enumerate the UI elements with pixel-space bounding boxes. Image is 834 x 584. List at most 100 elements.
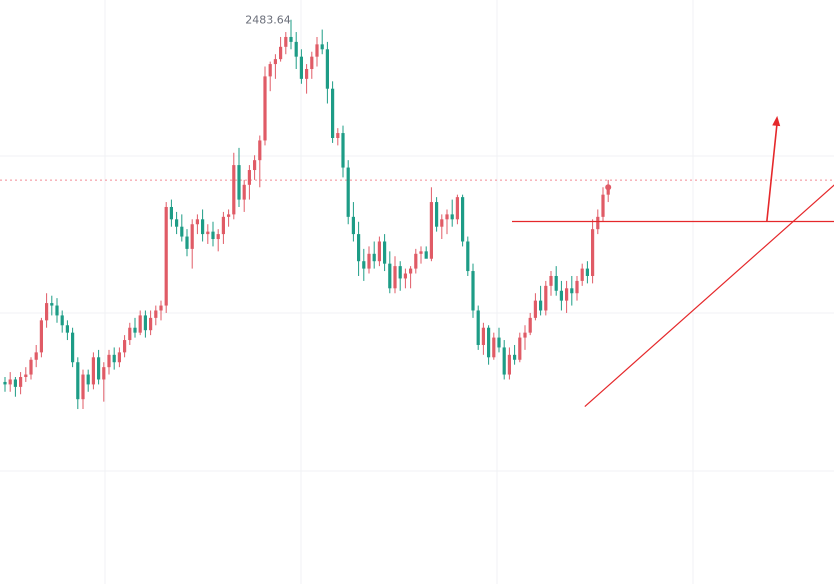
candle-body xyxy=(201,219,205,235)
candle xyxy=(169,199,173,227)
candle xyxy=(211,221,215,247)
candle xyxy=(481,322,485,355)
candle-body xyxy=(45,303,49,321)
candle xyxy=(289,19,293,50)
candle-body xyxy=(268,64,272,77)
candle-body xyxy=(149,317,153,331)
candle xyxy=(383,234,387,272)
candle-body xyxy=(393,266,397,289)
candle-body xyxy=(398,266,402,279)
candle-body xyxy=(65,325,69,333)
candle xyxy=(185,229,189,257)
candle-body xyxy=(320,44,324,50)
candle-body xyxy=(195,219,199,225)
candle-body xyxy=(419,251,423,254)
candle xyxy=(284,32,288,55)
candle xyxy=(528,312,532,336)
candle-body xyxy=(133,327,137,333)
candle xyxy=(102,362,106,402)
candle-body xyxy=(232,165,236,215)
candle-body xyxy=(159,305,163,311)
candle xyxy=(143,310,147,338)
candle xyxy=(34,344,38,368)
candle-body xyxy=(554,275,558,291)
candle-body xyxy=(258,140,262,161)
candle xyxy=(331,81,335,143)
candle-body xyxy=(367,253,371,269)
candle xyxy=(544,280,548,316)
candle-body xyxy=(143,315,147,331)
candle-body xyxy=(55,305,59,316)
candle-body xyxy=(424,251,428,259)
candle-body xyxy=(591,229,595,276)
candle-body xyxy=(117,352,121,363)
candle-body xyxy=(227,214,231,217)
candle xyxy=(409,266,413,289)
candle-body xyxy=(190,224,194,249)
candle xyxy=(242,179,246,212)
candle-body xyxy=(279,46,283,60)
candle xyxy=(97,349,101,385)
candle-body xyxy=(34,352,38,360)
candle xyxy=(346,160,350,225)
candle-body xyxy=(175,219,179,227)
candle xyxy=(403,268,407,289)
candle-body xyxy=(169,206,173,220)
candle-body xyxy=(284,36,288,47)
candle xyxy=(13,377,17,397)
candle-body xyxy=(502,347,506,375)
candle-body xyxy=(533,300,537,318)
candle xyxy=(393,256,397,294)
candle-body xyxy=(497,337,501,348)
candle-body xyxy=(429,202,433,259)
candle-body xyxy=(289,36,293,42)
candle-body xyxy=(8,379,12,385)
candle-body xyxy=(107,354,111,368)
candle-body xyxy=(414,253,418,269)
candle xyxy=(601,187,605,222)
candle xyxy=(325,41,329,104)
candle xyxy=(435,197,439,232)
candle xyxy=(497,327,501,353)
candle xyxy=(388,251,392,294)
candle-body xyxy=(299,56,303,79)
candle xyxy=(606,179,610,203)
candle-body xyxy=(81,374,85,400)
candle-body xyxy=(86,374,90,385)
candle xyxy=(377,236,381,267)
candle-body xyxy=(351,216,355,235)
candle-body xyxy=(445,214,449,220)
candle xyxy=(450,199,454,227)
candle xyxy=(138,310,142,336)
candle-body xyxy=(315,44,319,57)
candle-body xyxy=(39,320,43,353)
candle-body xyxy=(471,271,475,311)
candle-body xyxy=(528,317,532,333)
candle xyxy=(476,305,480,350)
candle xyxy=(180,214,184,242)
candle-body xyxy=(481,327,485,345)
candle xyxy=(513,344,517,365)
up-arrow-shaft xyxy=(766,121,778,222)
candle xyxy=(128,322,132,345)
candle xyxy=(362,248,366,281)
candle xyxy=(268,61,272,92)
candle xyxy=(201,209,205,242)
candle-body xyxy=(476,310,480,345)
candle-body xyxy=(336,133,340,138)
candle-body xyxy=(237,165,241,200)
candle-body xyxy=(24,374,28,378)
candle-body xyxy=(580,268,584,281)
candle-body xyxy=(372,253,376,262)
candle xyxy=(461,194,465,247)
candle-body xyxy=(601,194,605,217)
candle-body xyxy=(331,88,335,138)
candle xyxy=(554,266,558,296)
candle xyxy=(351,202,355,242)
candle xyxy=(518,332,522,363)
candle-body xyxy=(211,231,215,240)
candle-body xyxy=(294,41,298,57)
candle xyxy=(424,246,428,259)
